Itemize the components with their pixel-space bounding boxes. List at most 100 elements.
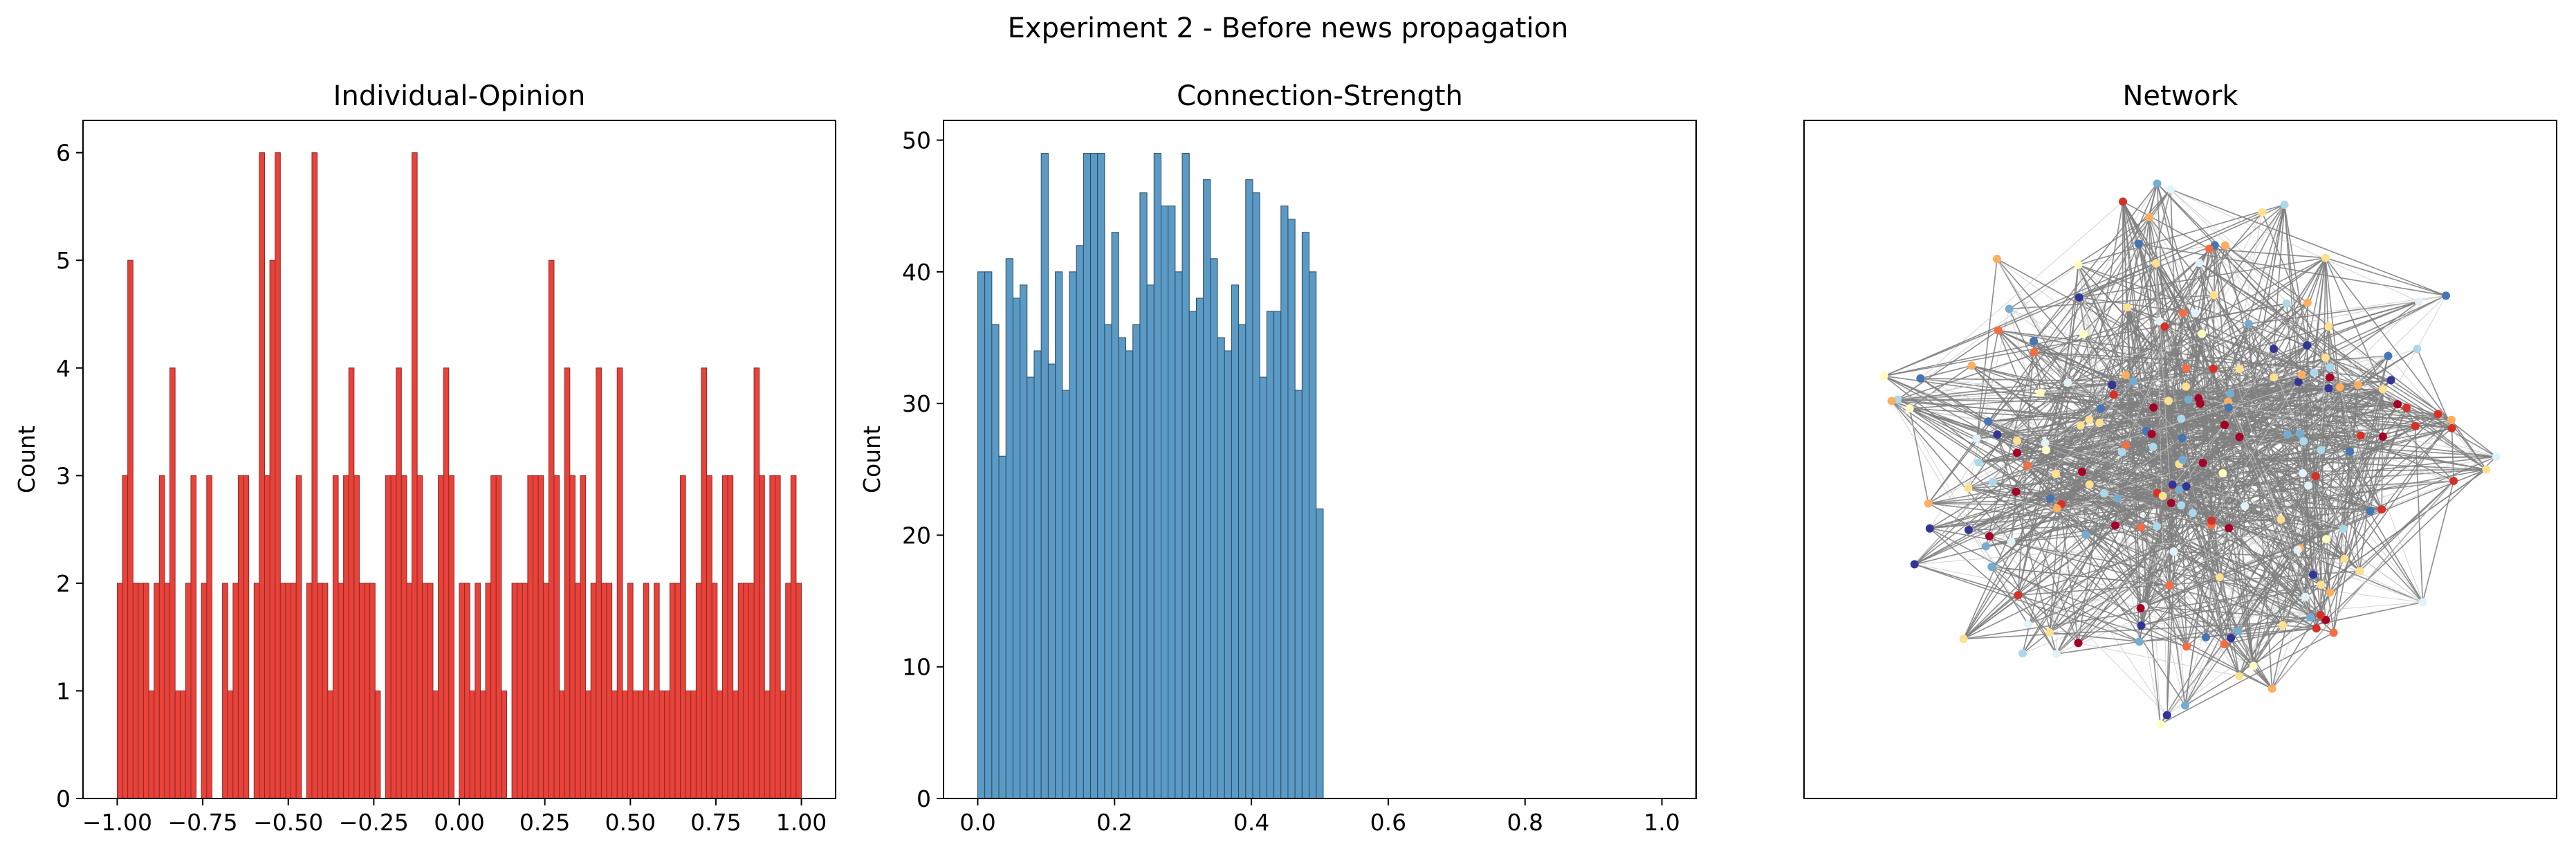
network-node — [2182, 383, 2190, 391]
strength-histogram-bar — [1246, 180, 1253, 798]
network-node — [2225, 524, 2233, 532]
network-node — [2357, 432, 2365, 440]
network-edge — [2326, 258, 2446, 296]
opinion-histogram-bar — [564, 368, 570, 798]
strength-histogram-bar — [1069, 272, 1076, 798]
network-node — [2137, 621, 2146, 630]
network-node — [1985, 532, 1994, 540]
network-node — [2299, 437, 2308, 446]
opinion-histogram-ytick-label: 2 — [56, 570, 71, 597]
opinion-histogram-bar — [138, 583, 144, 798]
opinion-histogram-xtick-label: 0.25 — [519, 809, 570, 836]
opinion-histogram-bar — [649, 691, 654, 798]
opinion-histogram-bar — [738, 583, 744, 798]
network-node — [1973, 435, 1981, 443]
opinion-histogram-bar — [359, 583, 365, 798]
strength-histogram-bar — [1274, 311, 1281, 798]
strength-histogram-bar — [1140, 193, 1147, 798]
network-node — [2387, 376, 2395, 384]
network-node — [2366, 507, 2375, 515]
opinion-histogram-bar — [191, 475, 196, 798]
network-node — [2013, 437, 2021, 445]
network-node — [2182, 364, 2190, 372]
opinion-histogram-bar — [181, 691, 186, 798]
network-node — [2325, 384, 2333, 392]
network-node — [2075, 293, 2083, 302]
opinion-histogram-xtick-label: −0.50 — [253, 809, 323, 836]
network-node — [1984, 417, 1992, 426]
network-node — [2123, 303, 2131, 311]
network-node — [1993, 255, 2001, 263]
network-node — [2030, 348, 2039, 356]
strength-histogram-ytick-label: 30 — [902, 390, 931, 417]
strength-histogram-ytick-label: 10 — [902, 654, 931, 681]
opinion-histogram-bar — [522, 583, 528, 798]
opinion-histogram-bar — [159, 475, 165, 798]
network-node — [2182, 642, 2191, 650]
strength-histogram-bar — [1006, 259, 1013, 798]
strength-histogram-bar — [1267, 311, 1273, 798]
network-node — [2042, 446, 2050, 454]
network-node — [2175, 486, 2183, 494]
opinion-histogram-bar — [744, 583, 749, 798]
network-node — [2448, 424, 2456, 432]
opinion-histogram-bar — [764, 691, 770, 798]
network-node — [2227, 634, 2235, 642]
opinion-histogram-bar — [696, 583, 701, 798]
network-title: Network — [2122, 80, 2238, 112]
network-node — [2111, 521, 2119, 529]
network-node — [2110, 390, 2118, 399]
network-edge — [2326, 258, 2383, 390]
network-panel: Network — [1804, 80, 2557, 798]
opinion-histogram-bar — [223, 583, 228, 798]
network-node — [2216, 573, 2224, 581]
network-node — [2310, 368, 2318, 376]
opinion-histogram-bar — [385, 475, 391, 798]
opinion-histogram-bar — [243, 475, 249, 798]
network-node — [2179, 309, 2187, 317]
opinion-histogram-bar — [780, 691, 786, 798]
network-node — [2177, 414, 2185, 423]
network-node — [2194, 394, 2202, 403]
opinion-histogram-panel: Individual-Opinion Count −1.00−0.75−0.50… — [13, 80, 836, 836]
opinion-histogram-bar — [512, 583, 517, 798]
opinion-histogram-bar — [670, 583, 675, 798]
network-node — [2346, 447, 2354, 455]
network-node — [2283, 430, 2292, 439]
opinion-histogram-bar — [627, 583, 633, 798]
network-node — [2236, 365, 2244, 373]
opinion-histogram-bar — [754, 368, 760, 798]
network-node — [2270, 373, 2278, 381]
network-node — [2198, 459, 2207, 467]
network-node — [2086, 480, 2094, 489]
opinion-histogram-bar — [607, 583, 612, 798]
opinion-histogram-bar — [275, 153, 281, 798]
network-node — [2234, 627, 2242, 635]
network-node — [2013, 448, 2021, 457]
network-node — [2202, 633, 2210, 641]
network-node — [1880, 372, 1888, 380]
opinion-histogram-bar — [701, 368, 707, 798]
opinion-histogram-bar — [470, 691, 475, 798]
network-node — [2135, 637, 2144, 646]
network-node — [2393, 400, 2402, 408]
opinion-histogram-bar — [733, 691, 739, 798]
strength-histogram-xtick-label: 0.2 — [1096, 809, 1132, 836]
opinion-histogram-bar — [207, 475, 212, 798]
opinion-histogram-bar — [306, 583, 312, 798]
opinion-histogram-bar — [480, 691, 486, 798]
opinion-histogram-ytick-label: 3 — [56, 462, 71, 489]
opinion-histogram-bar — [391, 475, 396, 798]
network-node — [2191, 309, 2200, 318]
opinion-histogram-bar — [681, 475, 686, 798]
opinion-histogram-bar — [533, 475, 539, 798]
network-node — [2317, 611, 2325, 619]
opinion-histogram-bars — [117, 153, 801, 798]
opinion-histogram-bar — [280, 583, 286, 798]
network-node — [2326, 363, 2334, 372]
opinion-histogram-bar — [254, 583, 259, 798]
network-node — [2325, 322, 2333, 331]
opinion-histogram-bar — [722, 475, 728, 798]
strength-histogram-bar — [1309, 272, 1316, 798]
opinion-histogram-bar — [486, 583, 491, 798]
